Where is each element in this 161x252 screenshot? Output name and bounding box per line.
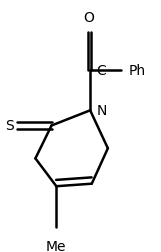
Text: N: N bbox=[97, 104, 107, 118]
Text: C: C bbox=[97, 64, 106, 78]
Text: S: S bbox=[5, 119, 14, 133]
Text: Ph: Ph bbox=[129, 64, 146, 78]
Text: Me: Me bbox=[46, 239, 67, 252]
Text: O: O bbox=[83, 11, 94, 25]
